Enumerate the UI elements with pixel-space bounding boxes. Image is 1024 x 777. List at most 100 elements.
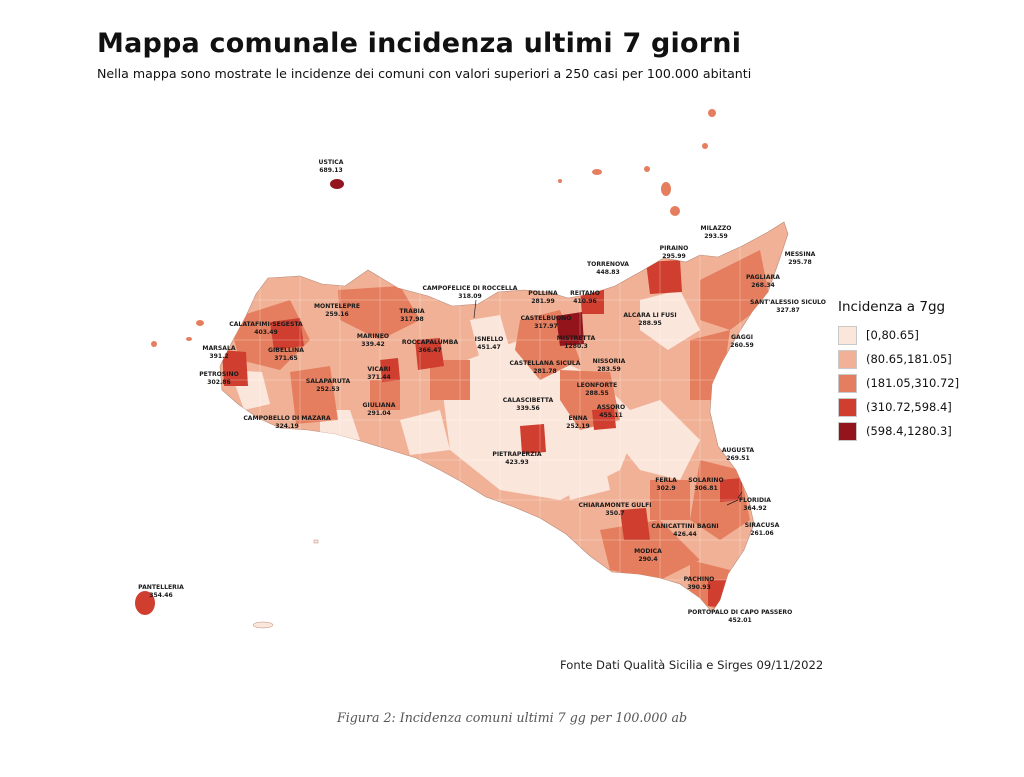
- island-favignana: [196, 320, 204, 326]
- legend-title: Incidenza a 7gg: [838, 299, 946, 315]
- map-zone: [720, 478, 742, 502]
- municipality-label: ALCARA LI FUSI 288.95: [623, 312, 677, 327]
- map-zone: [640, 290, 700, 350]
- municipality-label: SIRACUSA 261.06: [744, 522, 780, 537]
- municipality-label: CALASCIBETTA 339.56: [502, 397, 554, 412]
- legend-label: [0,80.65]: [866, 328, 919, 342]
- map-zone: [700, 250, 770, 330]
- municipality-label: TRABIA 317.98: [399, 308, 425, 323]
- map-zone: [270, 318, 304, 350]
- municipality-label: PIETRAPERZIA 423.93: [492, 451, 542, 466]
- island-aeolian: [558, 179, 562, 183]
- municipality-label: PORTOPALO DI CAPO PASSERO 452.01: [687, 609, 793, 624]
- municipality-label: SANT'ALESSIO SICULO 327.87: [750, 299, 826, 314]
- municipality-label: MONTELEPRE 259.16: [313, 303, 361, 318]
- figure-caption: Figura 2: Incidenza comuni ultimi 7 gg p…: [336, 710, 688, 725]
- municipality-label: FERLA 302.9: [655, 477, 677, 492]
- map-zone: [580, 290, 604, 314]
- map-zone: [380, 358, 400, 382]
- map-zone: [338, 286, 420, 340]
- map-zone: [690, 330, 730, 400]
- municipality-label: MODICA 290.4: [634, 548, 662, 563]
- legend-item: (80.65,181.05]: [838, 347, 959, 371]
- municipality-label: FLORIDIA 364.92: [738, 497, 772, 512]
- municipality-label: CALATAFIMI-SEGESTA 403.49: [229, 321, 303, 336]
- municipality-label: ASSORO 455.11: [596, 404, 626, 419]
- municipality-label: NISSORIA 283.59: [592, 358, 626, 373]
- municipality-label: CASTELLANA SICULA 281.78: [509, 360, 581, 375]
- map-zone: [592, 408, 616, 430]
- municipality-label: PIRAINO 295.99: [659, 245, 689, 260]
- municipality-label: GAGGI 260.59: [730, 334, 754, 349]
- municipality-label: CANICATTINI BAGNI 426.44: [651, 523, 719, 538]
- leader-line: [726, 499, 739, 506]
- map-zone: [370, 380, 400, 410]
- legend-label: (310.72,598.4]: [866, 400, 952, 414]
- municipality-label: SOLARINO 306.81: [688, 477, 724, 492]
- municipality-label: GIULIANA 291.04: [362, 402, 396, 417]
- island-aeolian: [702, 143, 708, 149]
- municipality-label: LEONFORTE 288.55: [576, 382, 618, 397]
- island-marettimo: [151, 341, 157, 347]
- page-title: Mappa comunale incidenza ultimi 7 giorni: [97, 28, 742, 59]
- legend-swatch: [838, 397, 857, 417]
- municipality-label: MESSINA 295.78: [784, 251, 816, 266]
- municipality-label: ROCCAPALUMBA 366.47: [401, 339, 459, 354]
- map-zone: [556, 312, 584, 346]
- legend-item: (310.72,598.4]: [838, 395, 959, 419]
- municipality-label: GIBELLINA 371.65: [268, 347, 304, 362]
- island-aeolian: [592, 169, 602, 175]
- municipality-label: MILAZZO 293.59: [700, 225, 732, 240]
- island-lampedusa: [252, 621, 274, 629]
- map-zone: [415, 338, 444, 370]
- island-aeolian: [670, 206, 680, 216]
- municipality-label: ENNA 252.19: [566, 415, 590, 430]
- map-zone: [520, 424, 546, 454]
- map-zone: [228, 300, 310, 370]
- municipality-label: TORRENOVA 448.83: [586, 261, 630, 276]
- map-zone: [646, 260, 682, 294]
- legend-label: (598.4,1280.3]: [866, 424, 952, 438]
- map-zone: [400, 410, 450, 455]
- legend-swatch: [838, 421, 857, 441]
- map-zone: [290, 366, 338, 424]
- map-zone: [620, 508, 650, 540]
- municipality-label: CAMPOBELLO DI MAZARA 324.19: [243, 415, 331, 430]
- municipality-label: CAMPOFELICE DI ROCCELLA 318.09: [422, 285, 518, 300]
- municipality-label: SALAPARUTA 252.53: [305, 378, 351, 393]
- legend-label: (181.05,310.72]: [866, 376, 960, 390]
- legend-swatch: [838, 373, 857, 393]
- legend-item: (181.05,310.72]: [838, 371, 959, 395]
- legend-swatch: [838, 349, 857, 369]
- leader-line: [737, 491, 743, 499]
- map-legend: Incidenza a 7gg [0,80.65] (80.65,181.05]…: [838, 299, 959, 443]
- map-zone: [560, 440, 610, 500]
- municipality-label: MARINEO 339.42: [356, 333, 390, 348]
- municipality-label: ISNELLO 451.47: [474, 336, 504, 351]
- municipality-label: PETROSINO 302.86: [199, 371, 239, 386]
- municipality-label: POLLINA 281.99: [528, 290, 558, 305]
- data-source: Fonte Dati Qualità Sicilia e Sirges 09/1…: [560, 658, 824, 672]
- map-zone: [222, 350, 248, 386]
- island-levanzo: [186, 337, 192, 341]
- municipality-label: CHIARAMONTE GULFI 350.7: [578, 502, 652, 517]
- island-ustica: [330, 179, 344, 189]
- island-pantelleria: [135, 591, 155, 615]
- municipality-label: CASTELBUONO 317.97: [520, 315, 572, 330]
- municipality-label: MISTRETTA 1280.3: [556, 335, 596, 350]
- municipality-label: PANTELLERIA 354.46: [138, 584, 184, 599]
- island-aeolian: [661, 182, 671, 196]
- leader-line: [473, 299, 477, 319]
- legend-label: (80.65,181.05]: [866, 352, 952, 366]
- municipality-label: AUGUSTA 269.51: [721, 447, 755, 462]
- page-subtitle: Nella mappa sono mostrate le incidenze d…: [97, 66, 752, 81]
- island-aeolian: [708, 109, 716, 117]
- island-linosa: [313, 539, 319, 544]
- island-aeolian: [644, 166, 650, 172]
- legend-swatch: [838, 325, 857, 345]
- legend-item: (598.4,1280.3]: [838, 419, 959, 443]
- municipality-label: VICARI 371.44: [367, 366, 391, 381]
- legend-item: [0,80.65]: [838, 323, 959, 347]
- municipality-label: USTICA 689.13: [318, 159, 344, 174]
- municipality-label: MARSALA 391.2: [202, 345, 236, 360]
